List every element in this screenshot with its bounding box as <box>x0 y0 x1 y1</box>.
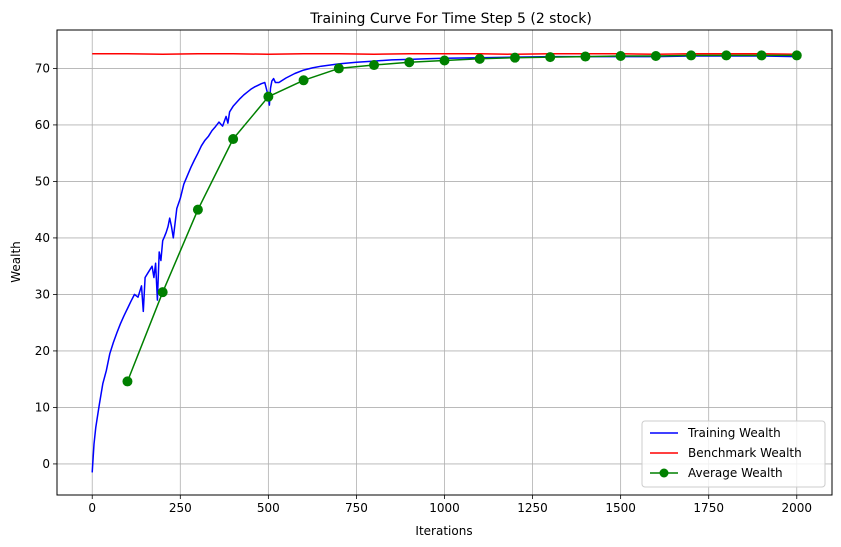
average-wealth-point <box>333 63 344 74</box>
x-tick-label: 1250 <box>517 501 548 515</box>
y-gridlines <box>57 68 832 465</box>
chart-title: Training Curve For Time Step 5 (2 stock) <box>309 11 592 27</box>
y-tick-label: 40 <box>35 231 50 245</box>
average-wealth-point <box>122 376 133 387</box>
y-tick-label: 30 <box>35 287 50 301</box>
average-wealth-point <box>192 204 203 215</box>
x-tick-label: 500 <box>257 501 280 515</box>
average-wealth-legend-marker <box>659 468 669 478</box>
average-wealth-line <box>126 54 797 382</box>
average-wealth-point <box>263 91 274 102</box>
average-wealth-point <box>509 52 520 63</box>
average-wealth-point <box>474 53 485 64</box>
average-wealth-point <box>404 57 415 68</box>
benchmark-wealth-legend-label: Benchmark Wealth <box>688 446 802 460</box>
training-wealth-legend-label: Training Wealth <box>687 426 781 440</box>
x-tick-label: 250 <box>169 501 192 515</box>
x-axis-label: Iterations <box>415 524 472 538</box>
average-wealth-point <box>228 134 239 145</box>
x-tick-label: 1000 <box>429 501 460 515</box>
benchmark-wealth-line <box>92 52 797 56</box>
legend: Training Wealth Benchmark Wealth Average W… <box>641 420 826 488</box>
average-wealth-point <box>615 50 626 61</box>
series-layer <box>91 50 802 473</box>
training-wealth-line <box>91 55 797 473</box>
legend-box <box>641 420 826 488</box>
y-tick-label: 60 <box>35 118 50 132</box>
x-axis-ticks: 0 250 500 750 1000 1250 1500 1750 2000 <box>88 495 812 515</box>
y-tick-label: 70 <box>35 61 50 75</box>
average-wealth-point <box>369 60 380 71</box>
y-axis-ticks: 0 10 20 30 40 50 60 70 <box>35 61 57 471</box>
average-wealth-point <box>545 52 556 63</box>
average-wealth-point <box>298 75 309 86</box>
average-wealth-point <box>791 50 802 61</box>
average-wealth-point <box>157 287 168 298</box>
plot-area <box>57 30 841 495</box>
y-tick-label: 50 <box>35 174 50 188</box>
average-wealth-point <box>756 50 767 61</box>
y-tick-label: 10 <box>35 400 50 414</box>
x-tick-label: 0 <box>88 501 96 515</box>
average-wealth-point <box>580 51 591 62</box>
average-wealth-point <box>650 50 661 61</box>
average-wealth-legend-label: Average Wealth <box>688 466 783 480</box>
x-tick-label: 750 <box>345 501 368 515</box>
average-wealth-point <box>686 50 697 61</box>
x-tick-label: 1750 <box>693 501 724 515</box>
average-wealth-point <box>721 50 732 61</box>
x-tick-label: 1500 <box>605 501 636 515</box>
x-gridlines <box>91 30 798 495</box>
y-tick-label: 0 <box>42 457 50 471</box>
x-tick-label: 2000 <box>781 501 812 515</box>
y-tick-label: 20 <box>35 344 50 358</box>
y-axis-label: Wealth <box>9 241 23 283</box>
average-wealth-point <box>439 55 450 66</box>
